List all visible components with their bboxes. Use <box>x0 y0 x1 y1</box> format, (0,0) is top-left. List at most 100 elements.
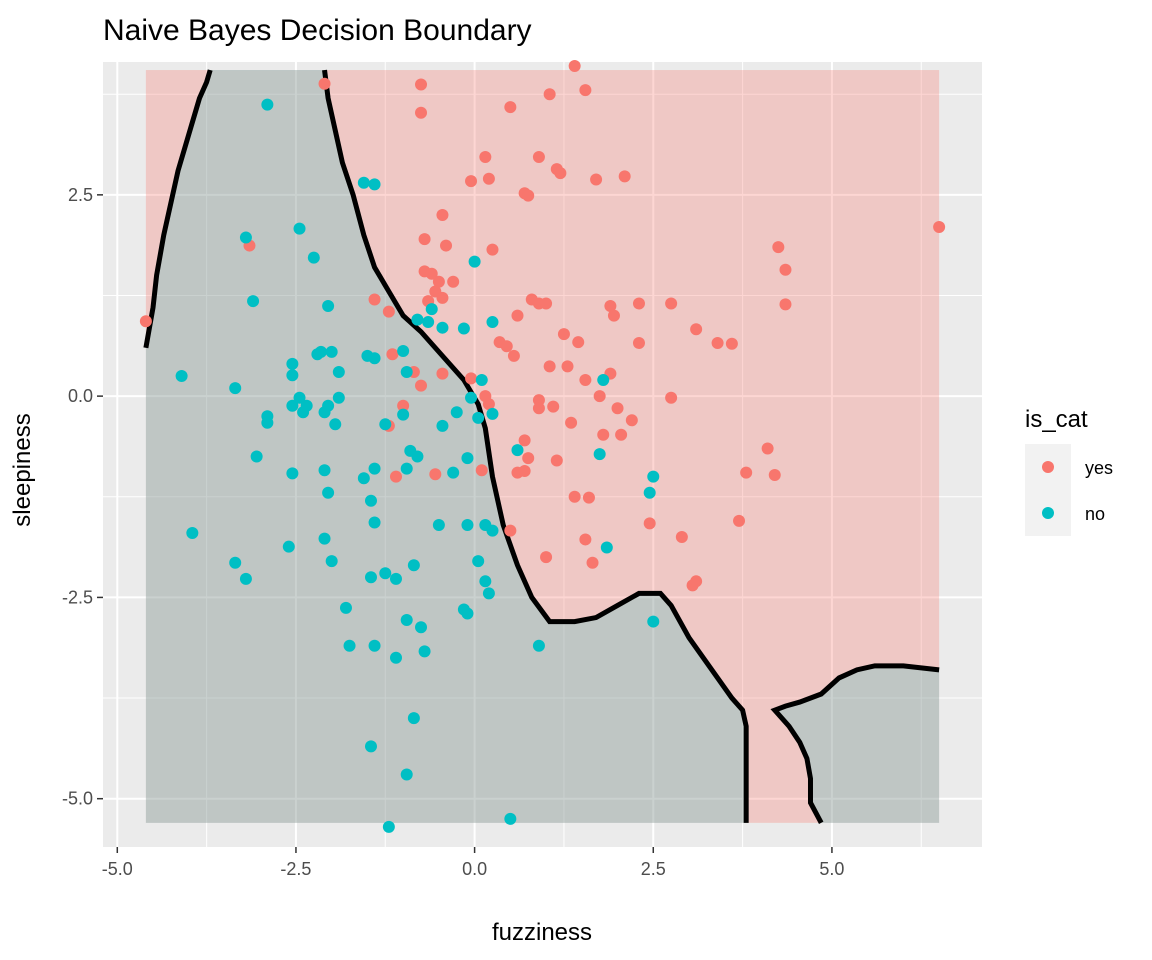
legend-label-yes: yes <box>1085 458 1113 478</box>
point-yes <box>557 328 570 341</box>
point-no <box>293 391 306 404</box>
legend-key-yes <box>1042 461 1054 473</box>
legend-key-no <box>1042 507 1054 519</box>
plot-background <box>103 62 982 847</box>
point-yes <box>590 173 603 186</box>
point-no <box>175 370 188 382</box>
point-no <box>322 486 335 499</box>
point-no <box>364 740 377 753</box>
legend-title: is_cat <box>1025 406 1088 433</box>
point-no <box>600 541 613 554</box>
point-yes <box>390 470 402 483</box>
point-yes <box>436 208 449 221</box>
point-yes <box>690 575 703 588</box>
point-no <box>261 416 274 429</box>
point-no <box>332 365 345 378</box>
point-yes <box>540 297 553 310</box>
point-no <box>482 587 495 600</box>
point-yes <box>504 101 517 114</box>
point-yes <box>518 465 531 478</box>
point-yes <box>625 414 638 427</box>
point-yes <box>418 233 431 246</box>
point-yes <box>368 293 381 306</box>
point-no <box>293 222 306 235</box>
point-yes <box>615 428 628 441</box>
region-no <box>145 70 940 823</box>
point-yes <box>397 399 410 412</box>
point-no <box>297 406 310 419</box>
point-no <box>318 464 331 477</box>
point-yes <box>486 243 499 256</box>
point-no <box>400 613 413 626</box>
point-yes <box>740 466 753 479</box>
point-no <box>390 572 402 585</box>
point-yes <box>543 360 556 373</box>
point-no <box>468 255 481 268</box>
x-tick-label: 0.0 <box>462 859 487 879</box>
point-yes <box>690 323 703 336</box>
point-no <box>368 639 381 652</box>
point-yes <box>733 514 746 527</box>
point-yes <box>543 88 556 101</box>
point-yes <box>547 400 560 413</box>
point-no <box>479 575 492 588</box>
point-yes <box>522 189 535 202</box>
point-no <box>286 369 299 382</box>
x-tick-label: -5.0 <box>102 859 133 879</box>
point-yes <box>415 379 428 392</box>
point-yes <box>568 490 581 503</box>
point-no <box>364 494 377 507</box>
point-no <box>643 486 656 499</box>
point-yes <box>772 241 785 254</box>
point-no <box>404 444 417 457</box>
point-no <box>368 516 381 529</box>
chart-title: Naive Bayes Decision Boundary <box>103 14 532 47</box>
y-tick-label: 0.0 <box>68 386 93 406</box>
point-yes <box>768 469 781 482</box>
point-yes <box>465 175 478 188</box>
point-no <box>364 571 377 584</box>
point-yes <box>382 305 395 318</box>
point-yes <box>532 151 545 164</box>
point-yes <box>611 402 624 415</box>
point-yes <box>429 468 442 481</box>
decision-boundary-line <box>770 663 940 825</box>
decision-boundary-line <box>322 69 749 823</box>
point-no <box>390 651 402 664</box>
point-yes <box>479 151 492 164</box>
point-yes <box>139 315 152 328</box>
point-no <box>247 295 260 308</box>
point-no <box>411 313 424 326</box>
point-yes <box>779 263 792 276</box>
point-no <box>357 176 370 189</box>
point-yes <box>561 360 574 373</box>
point-yes <box>568 60 581 73</box>
point-yes <box>597 428 610 441</box>
point-no <box>282 540 295 553</box>
point-no <box>486 407 499 420</box>
point-no <box>400 768 413 781</box>
data-points <box>139 60 946 833</box>
legend-label-no: no <box>1085 504 1105 524</box>
point-no <box>322 399 335 412</box>
region-no-polygon <box>145 70 747 823</box>
point-no <box>325 555 338 568</box>
point-yes <box>779 298 792 311</box>
point-yes <box>572 336 585 349</box>
y-axis-ticks: -5.0 -2.5 0.0 2.5 <box>62 185 103 809</box>
point-no <box>457 322 470 335</box>
point-no <box>250 450 263 463</box>
point-yes <box>618 170 631 183</box>
point-no <box>286 467 299 480</box>
point-no <box>461 518 474 531</box>
point-no <box>486 316 499 329</box>
point-yes <box>482 398 495 411</box>
point-no <box>186 527 199 539</box>
point-no <box>397 408 410 421</box>
point-yes <box>565 416 578 429</box>
point-yes <box>607 309 620 322</box>
point-no <box>400 365 413 378</box>
point-no <box>465 391 478 404</box>
point-no <box>407 712 420 725</box>
point-yes <box>518 434 531 447</box>
